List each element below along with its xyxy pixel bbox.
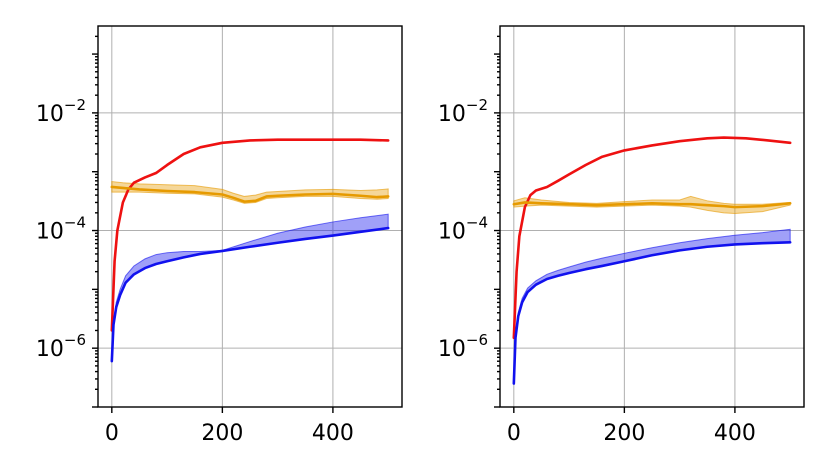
y-tick-label: 10−4: [438, 214, 488, 245]
plot-area: [110, 138, 390, 363]
axes-frame: [499, 25, 805, 408]
y-tick-label: 10−2: [438, 96, 488, 127]
x-tick-label: 400: [714, 421, 756, 446]
x-tick-label: 0: [507, 421, 521, 446]
series-line-2: [110, 185, 390, 203]
series-line-3: [512, 241, 792, 385]
y-tick-exponent: −4: [64, 214, 86, 232]
y-tick-exponent: −6: [64, 331, 86, 349]
plot-area: [512, 136, 792, 385]
x-tick-label: 0: [105, 421, 119, 446]
axes-frame: [97, 25, 403, 408]
y-tick-base: 10: [36, 337, 64, 362]
x-tick-label: 400: [312, 421, 354, 446]
y-tick-exponent: −2: [64, 96, 86, 114]
y-tick-exponent: −6: [466, 331, 488, 349]
y-tick-base: 10: [438, 102, 466, 127]
y-tick-base: 10: [36, 220, 64, 245]
series-line-1: [110, 138, 390, 332]
y-tick-label: 10−6: [36, 331, 86, 362]
y-tick-exponent: −2: [466, 96, 488, 114]
series-band-2: [111, 181, 389, 204]
y-tick-base: 10: [438, 337, 466, 362]
x-tick-label: 200: [201, 421, 243, 446]
series-line-2: [512, 201, 792, 209]
y-tick-base: 10: [36, 102, 64, 127]
y-tick-label: 10−4: [36, 214, 86, 245]
series-line-1: [512, 136, 792, 340]
y-tick-base: 10: [438, 220, 466, 245]
y-tick-exponent: −4: [466, 214, 488, 232]
y-tick-label: 10−6: [438, 331, 488, 362]
series-band-2: [513, 195, 791, 214]
x-tick-label: 200: [603, 421, 645, 446]
y-tick-label: 10−2: [36, 96, 86, 127]
series-line-3: [110, 226, 390, 363]
